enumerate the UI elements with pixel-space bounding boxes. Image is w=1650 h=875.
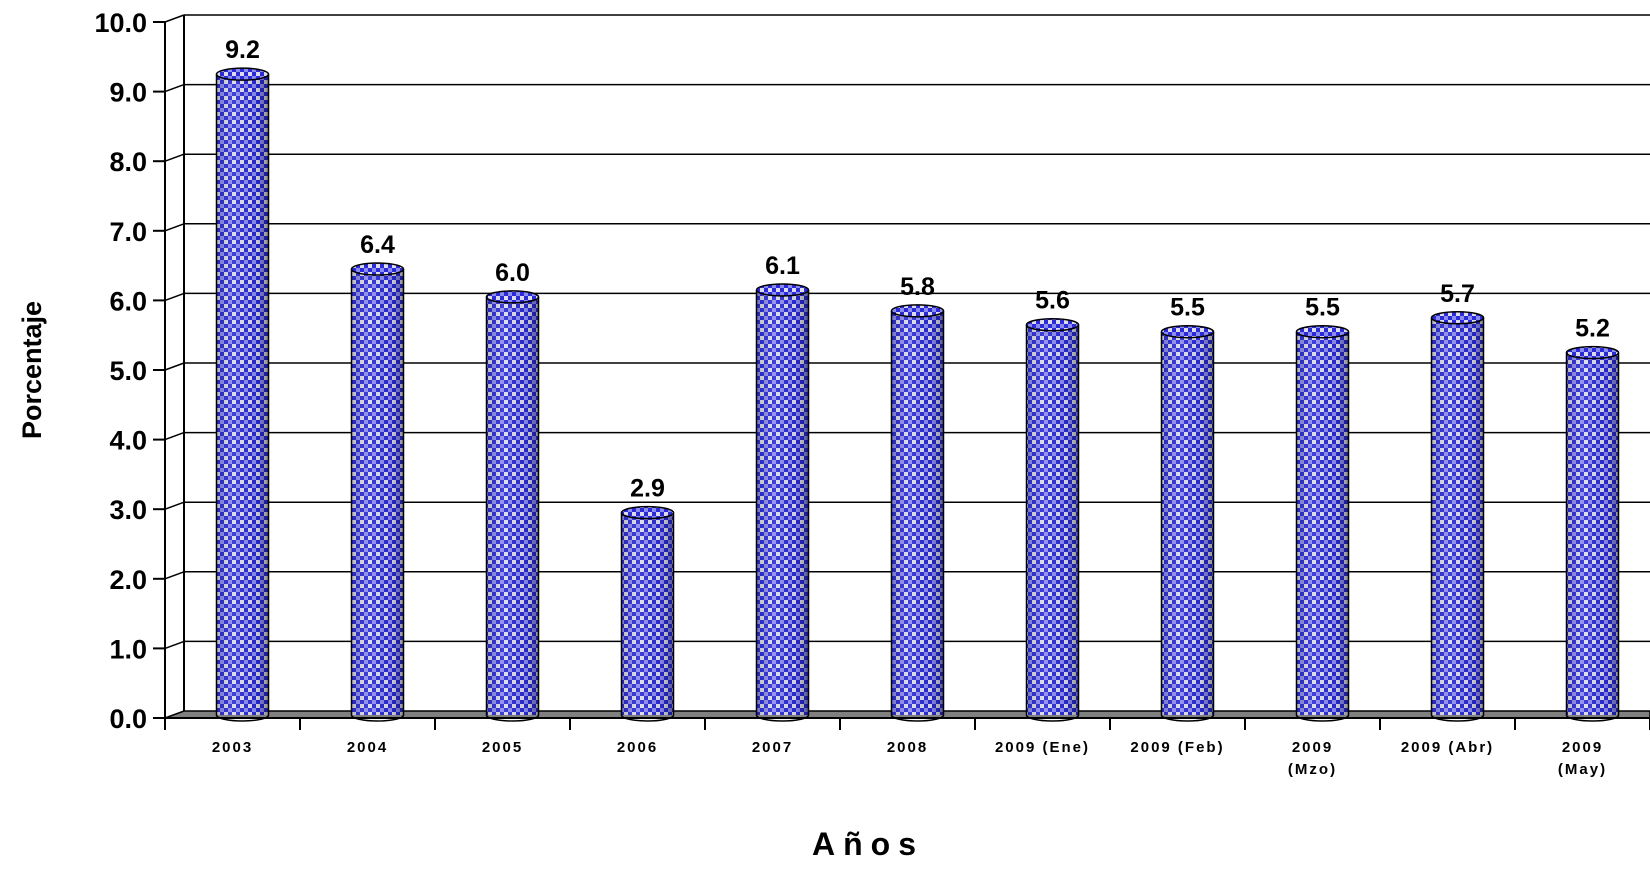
bar-cap (1430, 311, 1485, 325)
data-label: 9.2 (225, 36, 260, 64)
bar-cap (350, 262, 405, 276)
bar (1430, 311, 1485, 722)
bar-outline (1025, 324, 1080, 722)
bar-cap (890, 304, 945, 318)
y-tick-label: 1.0 (109, 634, 147, 664)
x-tick-label: 2009 (May) (1558, 739, 1607, 778)
data-label: 5.5 (1305, 294, 1340, 322)
data-label: 6.4 (360, 231, 395, 259)
x-axis-ticks: 2003 2004 2005 2006 2007 2008 2009 (Ene) 2009 (… (164, 718, 1650, 778)
bar-shade (351, 269, 404, 715)
bar (485, 290, 540, 722)
y-axis-ticks: 0.0 1.0 2.0 3.0 4.0 5.0 6.0 7.0 8.0 9.0 10.0 (94, 8, 165, 734)
bar (1025, 317, 1080, 722)
gridline-side (164, 223, 185, 232)
bar-outline (485, 296, 540, 722)
x-tick-label: 2005 (482, 739, 523, 756)
data-label: 5.6 (1035, 287, 1070, 315)
y-tick-label: 10.0 (94, 8, 147, 38)
y-tick-label: 5.0 (109, 356, 147, 386)
bar-shade (621, 512, 674, 715)
bars (215, 67, 1620, 722)
bar-cap (1025, 317, 1080, 332)
bar (1295, 324, 1350, 722)
data-label: 2.9 (630, 475, 665, 503)
x-tick-label: 2006 (617, 739, 658, 756)
x-tick-label: 2009 (Ene) (995, 739, 1090, 756)
x-tick-label: 2007 (752, 739, 793, 756)
x-tick-label: 2003 (212, 739, 253, 756)
data-label: 6.0 (495, 259, 530, 287)
bar (620, 505, 675, 722)
bar-outline (890, 310, 945, 722)
data-label: 5.5 (1170, 294, 1205, 322)
bar-shade (216, 74, 269, 716)
gridline-side (164, 153, 185, 162)
bar-cap (620, 505, 675, 520)
bar (350, 262, 405, 722)
gridline-side (164, 431, 185, 441)
bar-shade (1566, 352, 1619, 715)
bar-shade (1431, 317, 1484, 715)
bar-shade (486, 296, 539, 715)
y-tick-label: 9.0 (109, 78, 147, 108)
gridline-side (164, 571, 185, 580)
data-label: 5.8 (900, 273, 935, 301)
bar-outline (1430, 317, 1485, 722)
bar-cap (485, 290, 540, 304)
gridline-side (164, 501, 185, 510)
bar-shade (756, 289, 809, 715)
y-tick-label: 6.0 (109, 286, 147, 316)
x-tick-label: 2009 (Feb) (1130, 739, 1224, 756)
y-tick-label: 0.0 (109, 704, 147, 734)
bar (215, 67, 270, 722)
bar-cap (215, 67, 270, 81)
x-tick-label: 2009 (Mzo) (1288, 739, 1337, 778)
y-tick-label: 8.0 (109, 147, 147, 177)
data-label: 5.2 (1575, 315, 1610, 343)
gridline-side (164, 83, 185, 93)
y-tick-label: 3.0 (109, 495, 147, 525)
bar-shade (1296, 331, 1349, 715)
bar-outline (1160, 331, 1215, 722)
bar-outline (215, 74, 270, 722)
y-tick-label: 7.0 (109, 217, 147, 247)
bar (1565, 345, 1620, 722)
y-tick-label: 4.0 (109, 426, 147, 456)
bar-cap (1565, 345, 1620, 360)
data-labels: 9.2 6.4 6.0 2.9 6.1 5.8 5.6 5.5 5.5 5.7 5.2 (225, 36, 1610, 502)
data-label: 5.7 (1440, 280, 1475, 308)
bar (1160, 324, 1215, 722)
gridline-side (164, 14, 185, 23)
x-tick-label: 2008 (887, 739, 928, 756)
x-axis-title: Años (812, 826, 924, 862)
bar-cap (755, 283, 810, 297)
bar-cap (1160, 324, 1215, 339)
bar (755, 283, 810, 722)
bar-shade (1161, 331, 1214, 715)
gridline-side (164, 362, 185, 371)
bar-shade (891, 310, 944, 715)
bar-outline (755, 289, 810, 722)
x-tick-label: 2004 (347, 739, 388, 756)
gridline-side (164, 640, 185, 650)
bar-outline (1295, 331, 1350, 722)
bar-shade (1026, 324, 1079, 715)
bar-outline (620, 512, 675, 722)
gridline-side (164, 292, 185, 302)
y-axis-title: Porcentaje (17, 301, 47, 439)
bar-outline (1565, 352, 1620, 722)
bar-outline (350, 269, 405, 722)
y-tick-label: 2.0 (109, 565, 147, 595)
bar-cap (1295, 324, 1350, 339)
bar (890, 304, 945, 722)
x-tick-label: 2009 (Abr) (1401, 739, 1494, 756)
data-label: 6.1 (765, 252, 800, 280)
